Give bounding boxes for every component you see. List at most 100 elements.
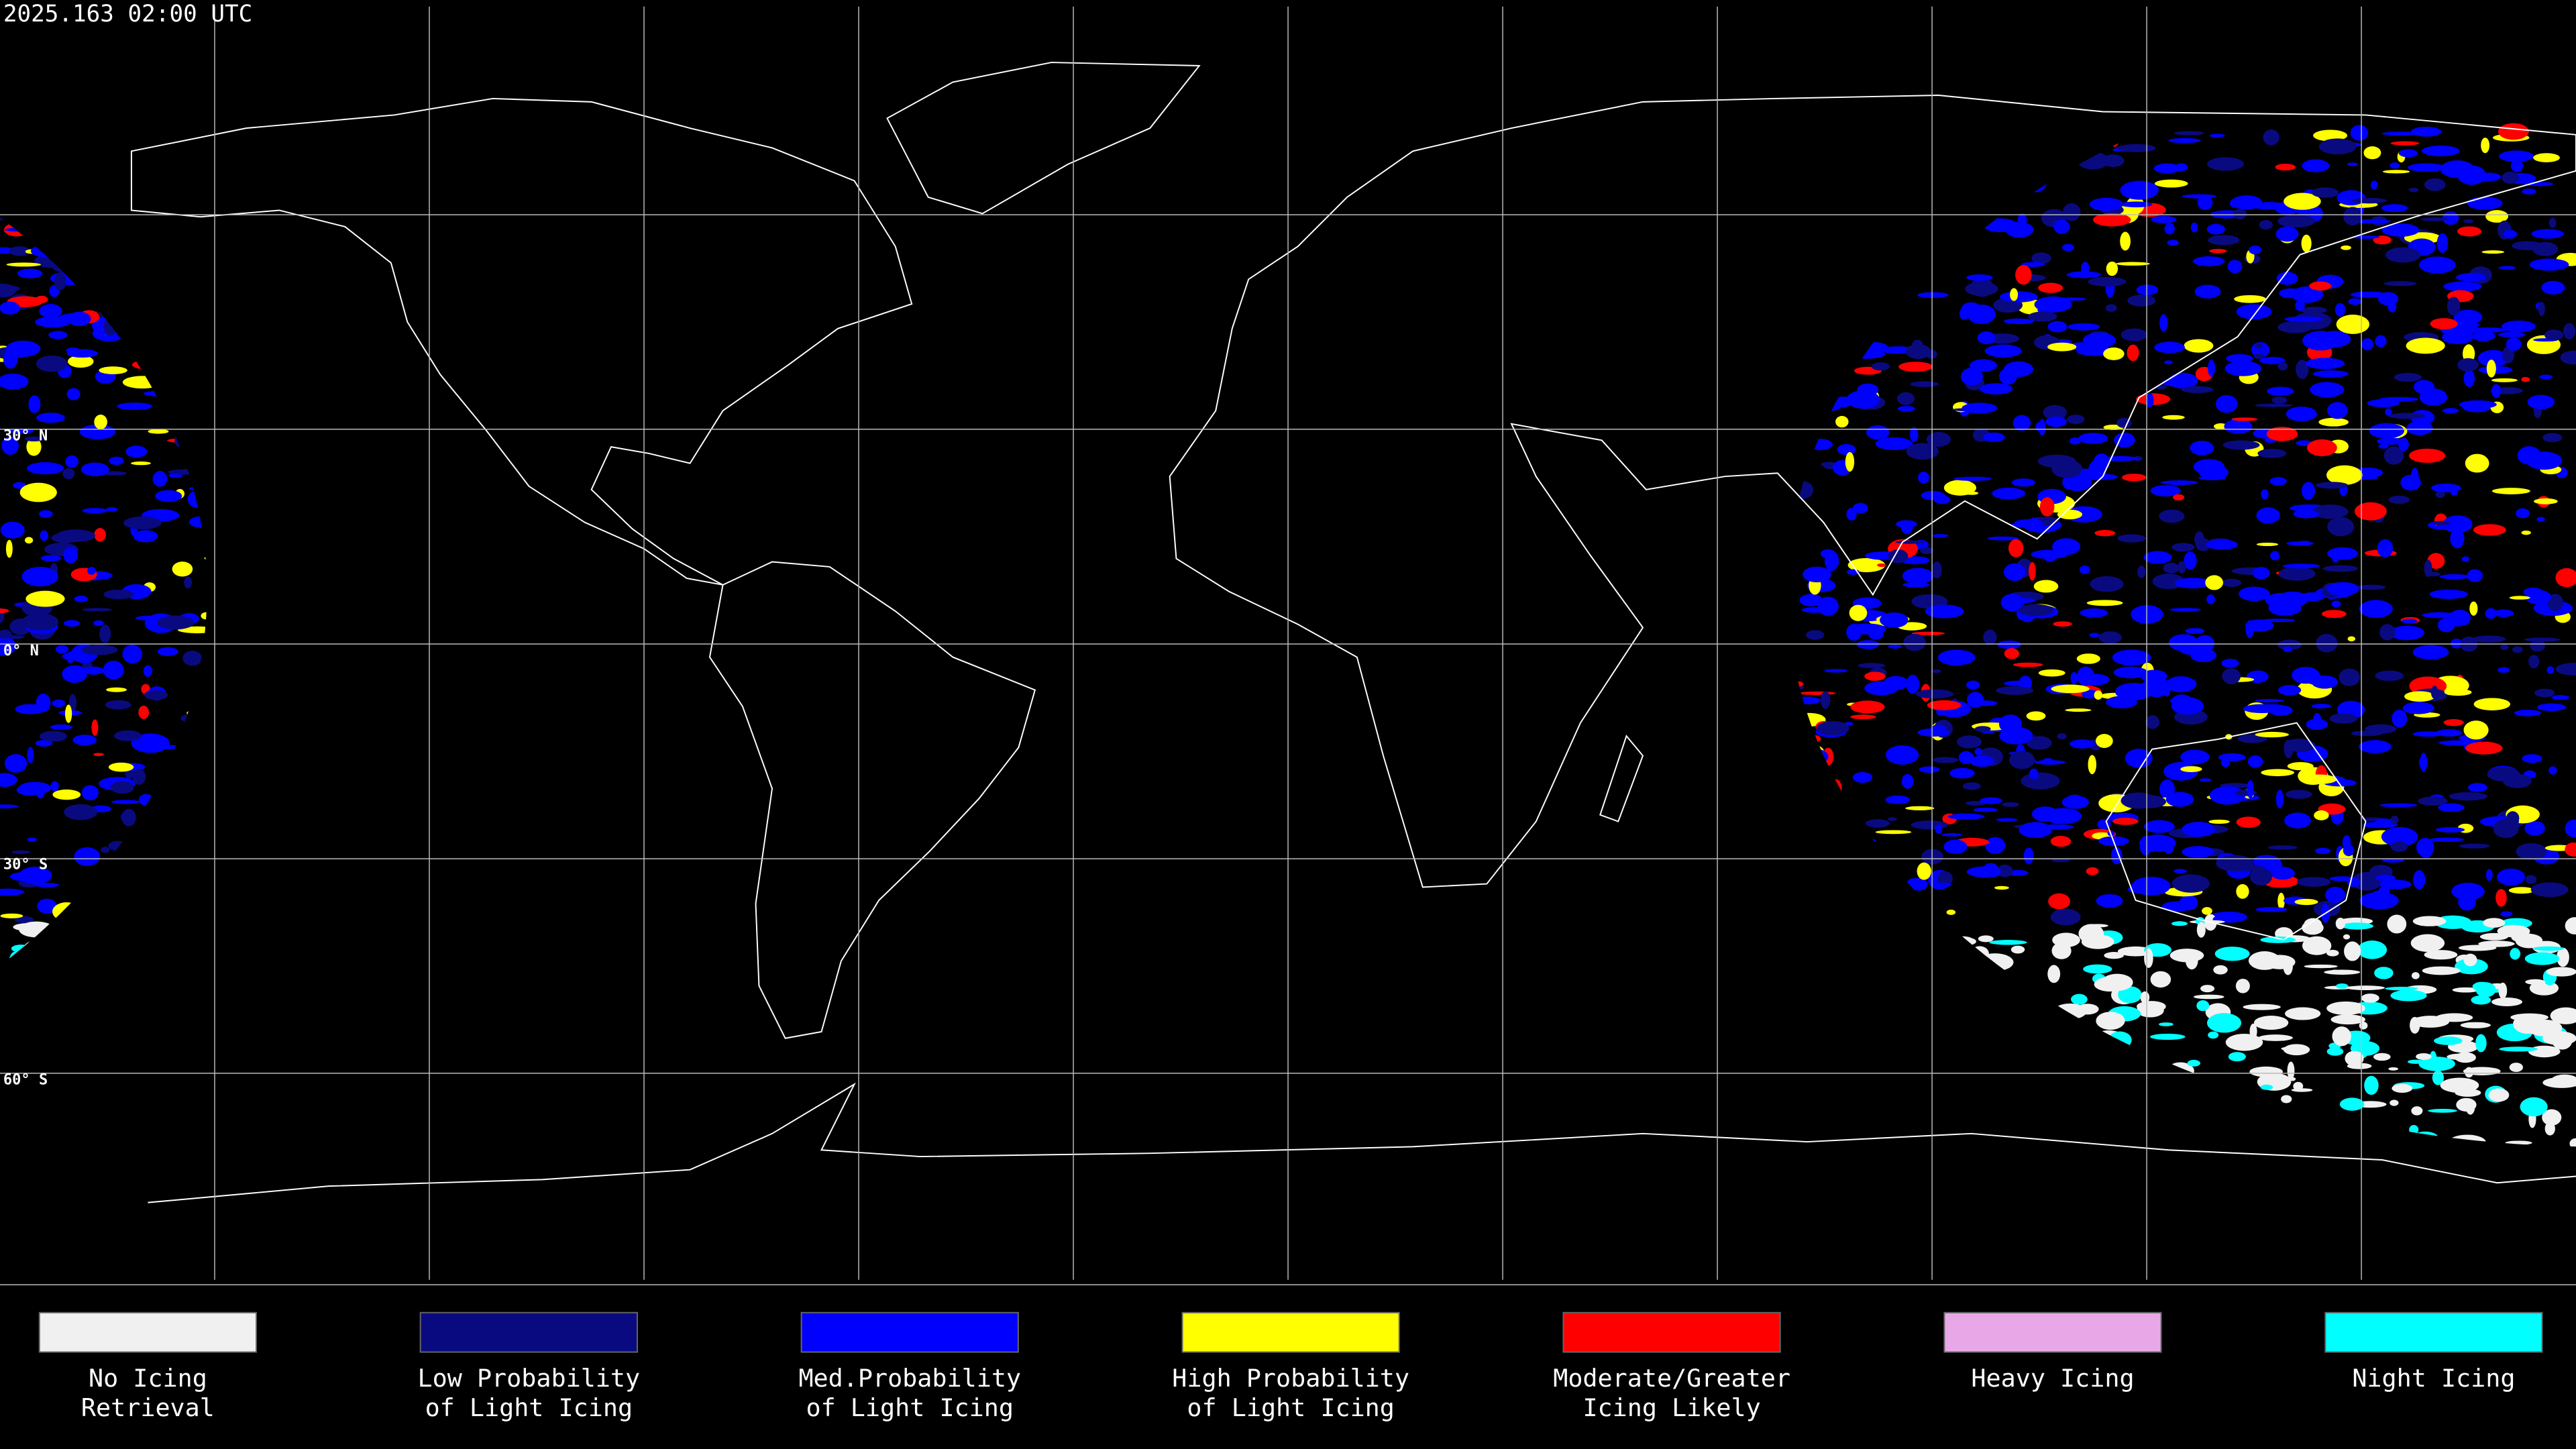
cloud-pixel	[1896, 392, 1915, 405]
cloud-pixel	[2516, 843, 2547, 860]
cloud-pixel	[2465, 453, 2489, 473]
cloud-pixel	[2083, 964, 2112, 974]
cloud-pixel	[2004, 648, 2019, 659]
cloud-pixel	[2498, 266, 2516, 270]
cloud-pixel	[2331, 600, 2341, 608]
cloud-pixel	[2151, 215, 2177, 223]
cloud-pixel	[36, 355, 68, 372]
cloud-pixel	[156, 615, 195, 630]
cloud-pixel	[2271, 396, 2288, 404]
cloud-pixel	[2524, 952, 2560, 965]
cloud-pixel	[2402, 702, 2434, 714]
cloud-pixel	[2120, 201, 2153, 208]
cloud-pixel	[2162, 415, 2185, 420]
cloud-pixel	[2357, 941, 2387, 959]
cloud-pixel	[2412, 916, 2447, 926]
cloud-pixel	[2011, 478, 2035, 487]
cloud-pixel	[1969, 755, 1994, 767]
cloud-pixel	[2444, 688, 2472, 696]
cloud-pixel	[19, 866, 52, 885]
cloud-pixel	[2150, 1033, 2186, 1040]
cloud-pixel	[81, 645, 118, 655]
cloud-pixel	[2348, 298, 2362, 305]
cloud-pixel	[2493, 818, 2519, 839]
latitude-labels: 30° N 0° N 30° S 60° S	[3, 427, 48, 1088]
cloud-pixel	[1835, 416, 1849, 428]
cloud-pixel	[2267, 386, 2294, 396]
cloud-pixel	[2463, 953, 2477, 967]
cloud-pixel	[2455, 958, 2488, 975]
cloud-pixel	[2194, 284, 2221, 299]
cloud-pixel	[1901, 773, 1914, 789]
cloud-pixel	[1933, 495, 1951, 504]
cloud-pixel	[2430, 686, 2438, 699]
cloud-pixel	[1983, 629, 1997, 645]
cloud-pixel	[2195, 635, 2215, 652]
latitude-label: 30° S	[3, 857, 48, 873]
cloud-pixel	[2473, 698, 2510, 710]
cloud-pixel	[1817, 596, 1839, 616]
cloud-pixel	[1799, 691, 1836, 695]
cloud-pixel	[2113, 666, 2148, 679]
cloud-pixel	[2256, 507, 2280, 524]
cloud-pixel	[2542, 1109, 2562, 1126]
cloud-pixel	[2350, 291, 2387, 298]
cloud-pixel	[27, 837, 37, 842]
cloud-pixel	[2560, 350, 2576, 365]
cloud-pixel	[2136, 284, 2159, 295]
cloud-pixel	[2222, 578, 2242, 587]
cloud-pixel	[1906, 674, 1920, 694]
australia	[2105, 722, 2367, 941]
cloud-pixel	[2418, 796, 2448, 806]
cloud-pixel	[2193, 994, 2224, 1000]
cloud-pixel	[2502, 171, 2519, 184]
cloud-pixel	[2478, 941, 2515, 947]
cloud-pixel	[2279, 288, 2303, 299]
cloud-pixel	[2199, 778, 2212, 782]
cloud-pixel	[2435, 490, 2445, 498]
cloud-pixel	[2486, 360, 2496, 378]
cloud-pixel	[2207, 1013, 2242, 1033]
coastlines	[130, 62, 2576, 1203]
cloud-pixel	[2532, 946, 2565, 951]
cloud-pixel	[2144, 948, 2153, 968]
cloud-pixel	[0, 301, 20, 315]
cloud-pixel	[2530, 882, 2569, 898]
cloud-pixel	[1946, 910, 1956, 915]
cloud-pixel	[2181, 386, 2214, 394]
cloud-pixel	[21, 613, 58, 631]
cloud-pixel	[2411, 1106, 2423, 1116]
cloud-pixel	[1864, 672, 1886, 681]
cloud-pixel	[2139, 836, 2153, 856]
cloud-pixel	[2408, 187, 2419, 193]
cloud-pixel	[2551, 1074, 2576, 1085]
cloud-pixel	[2467, 569, 2483, 582]
cloud-pixel	[2312, 370, 2349, 378]
cloud-pixel	[2390, 141, 2420, 146]
cloud-pixel	[2275, 164, 2296, 171]
cloud-pixel	[2185, 628, 2205, 634]
cloud-pixel	[2525, 875, 2537, 884]
cloud-pixel	[1897, 406, 1916, 412]
cloud-pixel	[2164, 360, 2173, 365]
cloud-pixel	[1949, 767, 1975, 779]
cloud-pixel	[1902, 582, 1930, 588]
cloud-pixel	[143, 665, 152, 678]
cloud-pixel	[2533, 153, 2560, 162]
cloud-pixel	[2253, 354, 2264, 360]
cloud-pixel	[2202, 907, 2212, 915]
cloud-pixel	[2500, 911, 2513, 917]
cloud-pixel	[2081, 262, 2090, 276]
cloud-pixel	[2413, 870, 2426, 890]
cloud-pixel	[2546, 967, 2576, 977]
cloud-pixel	[2226, 354, 2253, 363]
cloud-pixel	[1875, 830, 1912, 835]
cloud-pixel	[2061, 795, 2090, 809]
cloud-pixel	[74, 595, 89, 602]
cloud-pixel	[2523, 182, 2554, 186]
cloud-pixel	[2410, 126, 2442, 137]
legend-label: Moderate/Greater	[1553, 1364, 1790, 1393]
cloud-pixel	[2422, 612, 2457, 619]
cloud-pixel	[2277, 321, 2312, 333]
cloud-pixel	[201, 612, 207, 620]
